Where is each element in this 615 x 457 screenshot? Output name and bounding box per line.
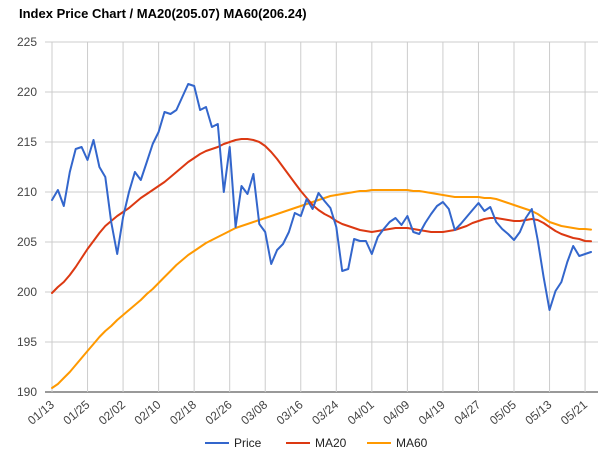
y-tick-label-195: 195 [17,335,37,349]
y-tick-label-225: 225 [17,35,37,49]
series-lines [51,83,592,389]
x-axis-ticks: 01/13 01/25 02/02 02/10 02/18 02/26 03/08 03/16… [25,397,590,427]
legend-item-ma60[interactable]: MA60 [367,436,428,450]
y-tick-label-210: 210 [17,185,37,199]
legend: Price MA20 MA60 [205,436,428,450]
x-tick-label: 05/21 [558,397,590,427]
x-tick-label: 04/27 [451,397,483,427]
legend-label: MA20 [315,436,347,450]
x-tick-label: 02/02 [96,397,128,427]
legend-item-ma20[interactable]: MA20 [286,436,347,450]
series-line-ma60 [51,189,592,389]
y-tick-label-215: 215 [17,135,37,149]
legend-label: MA60 [396,436,428,450]
x-tick-label: 03/24 [309,397,341,427]
x-tick-label: 04/19 [416,397,448,427]
x-tick-label: 02/18 [167,397,199,427]
x-tick-label: 05/05 [487,397,519,427]
x-tick-label: 02/10 [132,397,164,427]
x-tick-label: 03/08 [238,397,270,427]
y-tick-label-220: 220 [17,85,37,99]
chart-title: Index Price Chart / MA20(205.07) MA60(20… [19,6,307,21]
x-tick-label: 02/26 [203,397,235,427]
y-tick-label-190: 190 [17,385,37,399]
grid-lines [45,41,598,393]
x-tick-label: 04/09 [380,397,412,427]
legend-label: Price [234,436,262,450]
y-axis-ticks: 190 195 200 205 210 215 220 225 [17,35,37,399]
x-tick-label: 03/16 [274,397,306,427]
x-tick-label: 05/13 [522,397,554,427]
x-tick-label: 01/25 [60,397,92,427]
x-tick-label: 01/13 [25,397,57,427]
series-line-price [51,83,592,311]
y-tick-label-205: 205 [17,235,37,249]
x-tick-label: 04/01 [345,397,377,427]
series-line-ma20 [51,138,592,294]
legend-item-price[interactable]: Price [205,436,262,450]
y-tick-label-200: 200 [17,285,37,299]
